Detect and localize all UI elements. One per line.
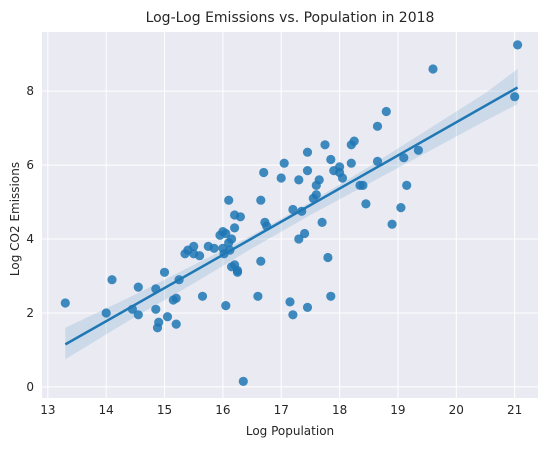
data-point	[513, 40, 523, 50]
data-point	[209, 243, 219, 253]
data-point	[372, 121, 383, 131]
x-axis-label: Log Population	[246, 424, 334, 438]
data-point	[171, 293, 181, 303]
y-tick-label: 8	[26, 84, 34, 98]
x-tick-label: 21	[507, 403, 522, 417]
data-point	[326, 291, 336, 301]
data-point	[101, 308, 111, 318]
data-point	[221, 301, 231, 311]
data-point	[372, 156, 383, 166]
data-point	[253, 291, 263, 301]
data-point	[317, 217, 327, 227]
x-tick-label: 20	[449, 403, 464, 417]
data-point	[221, 228, 231, 239]
data-point	[235, 212, 245, 222]
data-point	[387, 219, 397, 229]
data-point	[399, 153, 409, 163]
y-tick-label: 6	[26, 158, 34, 172]
data-point	[413, 145, 423, 155]
data-point	[107, 275, 117, 285]
data-point	[227, 234, 237, 244]
data-point	[238, 376, 248, 386]
data-point	[197, 291, 208, 301]
data-point	[428, 64, 438, 74]
data-point	[133, 310, 143, 320]
data-point	[189, 241, 199, 251]
data-point	[154, 317, 164, 327]
data-point	[396, 203, 406, 213]
data-point	[337, 173, 348, 183]
data-point	[302, 147, 313, 157]
data-point	[510, 92, 520, 102]
data-point	[323, 252, 333, 263]
data-point	[288, 310, 298, 320]
data-point	[224, 195, 234, 205]
data-point	[276, 173, 286, 183]
regression-line-group	[64, 86, 519, 346]
data-point	[285, 297, 295, 307]
data-point	[294, 234, 304, 244]
plot-area	[42, 32, 538, 398]
data-point	[346, 158, 356, 168]
data-point	[151, 304, 161, 314]
data-point	[335, 162, 345, 172]
data-point	[326, 154, 336, 165]
x-tick-label: 15	[157, 403, 172, 417]
x-tick-label: 16	[215, 403, 230, 417]
data-point	[230, 223, 240, 233]
data-point	[256, 256, 266, 266]
data-point	[294, 175, 304, 185]
data-point	[60, 298, 70, 308]
x-axis-ticks: 13 14 15 16 17 18 19 20 21	[40, 403, 522, 417]
x-tick-label: 18	[332, 403, 347, 417]
data-point	[302, 166, 313, 176]
data-point	[302, 302, 313, 312]
x-tick-label: 14	[99, 403, 114, 417]
y-tick-label: 2	[26, 306, 34, 320]
y-axis-ticks: 0 2 4 6 8	[26, 84, 34, 394]
y-axis-label: Log CO2 Emissions	[8, 162, 22, 276]
confidence-band	[65, 69, 518, 360]
y-tick-label: 4	[26, 232, 34, 246]
data-point	[381, 106, 391, 117]
data-point	[232, 267, 243, 277]
data-point	[288, 204, 298, 215]
data-point	[133, 282, 143, 292]
data-point	[162, 312, 173, 322]
regression-line	[64, 86, 519, 346]
data-point	[358, 180, 368, 190]
data-point	[159, 267, 170, 277]
data-point	[256, 195, 266, 205]
chart-title: Log-Log Emissions vs. Population in 2018	[146, 10, 435, 26]
x-tick-label: 17	[274, 403, 289, 417]
data-point	[195, 251, 205, 261]
data-point	[320, 140, 330, 150]
data-point	[402, 180, 412, 190]
data-point	[279, 158, 289, 168]
x-tick-label: 13	[40, 403, 55, 417]
data-point	[300, 228, 310, 239]
data-point	[314, 175, 324, 185]
data-point	[311, 190, 321, 200]
y-tick-label: 0	[26, 380, 34, 394]
data-point	[171, 319, 181, 329]
data-point	[349, 136, 359, 146]
confidence-band-group	[65, 69, 518, 360]
data-points	[60, 40, 523, 386]
x-tick-label: 19	[390, 403, 405, 417]
data-point	[259, 167, 269, 178]
data-point	[361, 199, 371, 209]
